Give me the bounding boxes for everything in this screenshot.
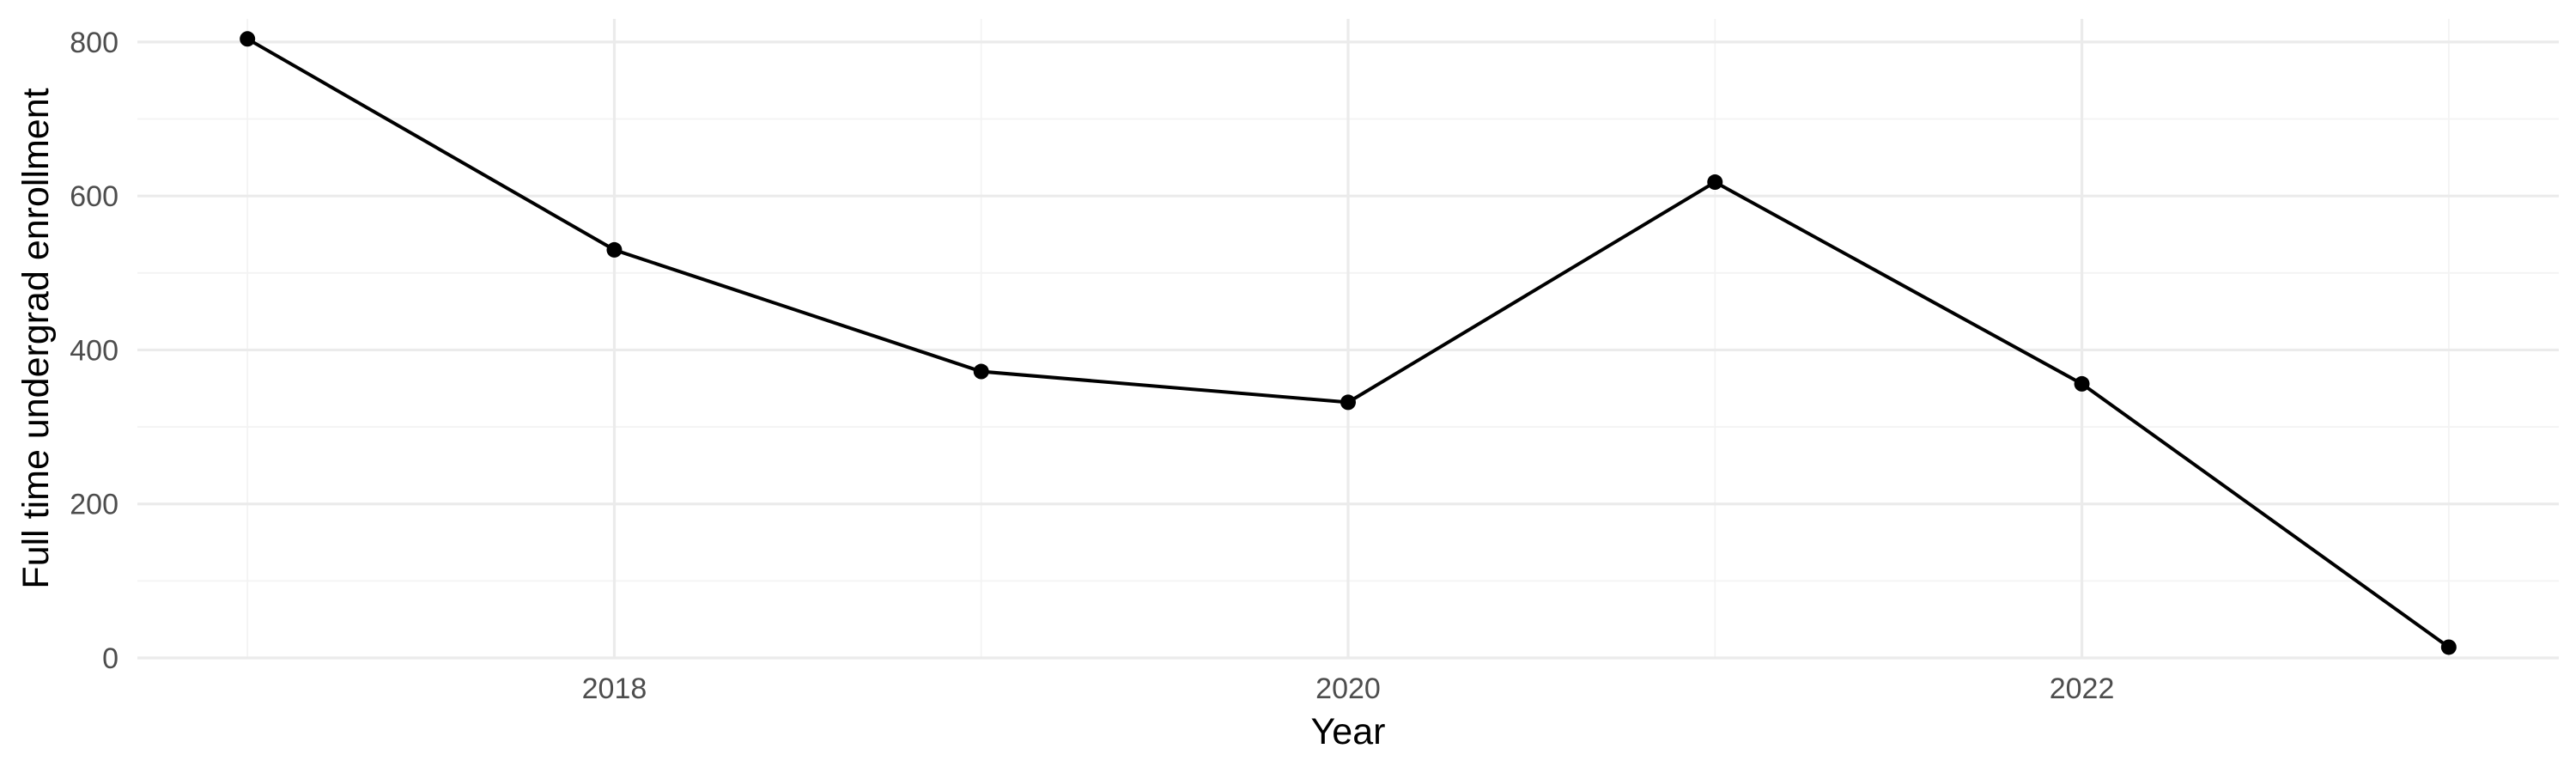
y-axis-ticks: 0 200 400 600 800 [70,27,118,675]
series-group [240,31,2457,655]
x-axis-title: Year [1311,711,1386,752]
data-point [606,241,623,258]
x-axis-ticks: 2018 2020 2022 [582,673,2115,705]
y-tick-label: 400 [70,334,118,367]
y-tick-label: 800 [70,27,118,59]
data-point [2440,639,2457,655]
x-tick-label: 2022 [2050,673,2115,705]
data-point [2074,375,2090,392]
x-tick-label: 2018 [582,673,647,705]
grid [137,19,2559,660]
x-tick-label: 2020 [1315,673,1381,705]
y-axis-title: Full time undergrad enrollment [15,88,57,588]
data-point [973,363,989,380]
y-tick-label: 600 [70,180,118,213]
data-point [1707,174,1723,191]
data-point [1340,394,1356,411]
data-point [240,31,256,47]
y-tick-label: 0 [102,642,118,675]
y-tick-label: 200 [70,489,118,521]
